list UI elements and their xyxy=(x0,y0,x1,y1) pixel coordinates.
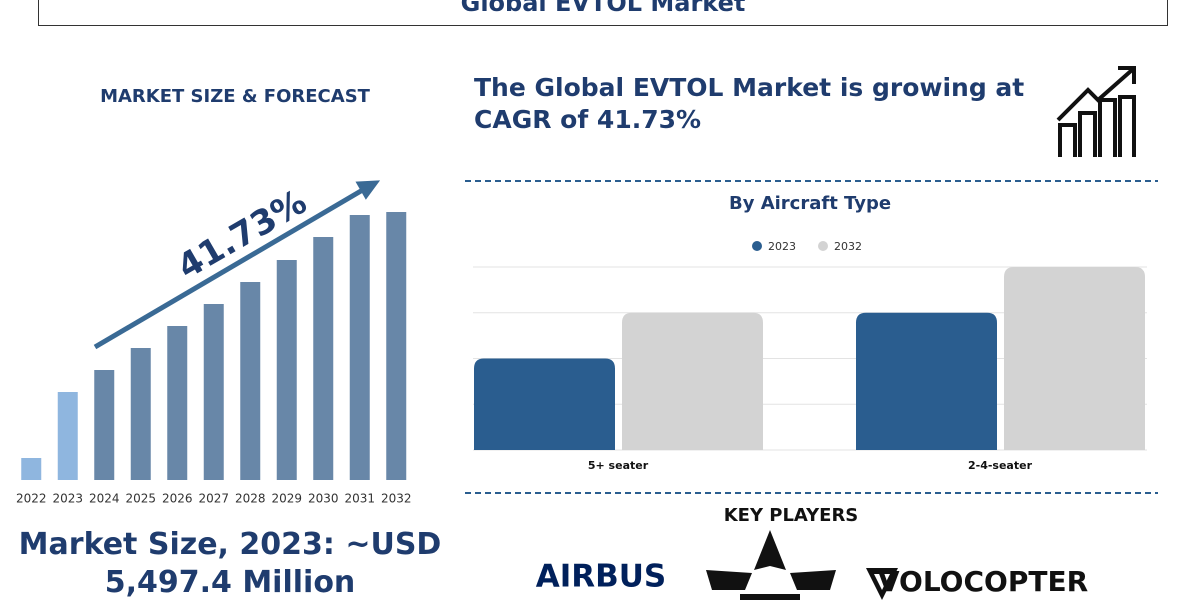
arrow-head xyxy=(355,180,381,200)
bar xyxy=(21,458,42,480)
bar xyxy=(622,312,763,450)
legend-marker xyxy=(818,241,828,251)
legend-label: 2023 xyxy=(768,240,796,253)
bar xyxy=(386,212,407,480)
bar xyxy=(167,326,188,480)
legend-marker xyxy=(752,241,762,251)
chart-title: MARKET SIZE & FORECAST xyxy=(100,86,370,107)
bar xyxy=(130,348,151,480)
bar xyxy=(349,215,370,480)
bar xyxy=(57,392,78,480)
bar xyxy=(313,237,334,480)
x-tick-label: 2030 xyxy=(308,492,339,506)
logo: VOLOCOPTER xyxy=(878,565,1088,598)
x-tick-label: 2025 xyxy=(125,492,156,506)
chart-title: By Aircraft Type xyxy=(729,193,891,214)
legend-label: 2032 xyxy=(834,240,862,253)
page-title: Global EVTOL Market xyxy=(38,0,1168,26)
bar xyxy=(1004,267,1145,450)
x-tick-label: 2-4-seater xyxy=(968,459,1033,472)
growth-icon xyxy=(1056,66,1136,157)
x-tick-label: 2026 xyxy=(162,492,193,506)
x-tick-label: 2031 xyxy=(344,492,375,506)
x-tick-label: 2023 xyxy=(52,492,83,506)
bar xyxy=(474,358,615,450)
bar xyxy=(856,312,997,450)
x-tick-label: 5+ seater xyxy=(588,459,649,472)
bar xyxy=(203,304,224,480)
bar xyxy=(276,260,297,480)
logo: AIRBUS xyxy=(536,559,667,595)
star-logo xyxy=(706,530,836,600)
market-size: Market Size, 2023: ~USD 5,497.4 Million xyxy=(18,527,442,600)
cagr-text: The Global EVTOL Market is growing at CA… xyxy=(474,73,1025,134)
x-tick-label: 2022 xyxy=(16,492,47,506)
x-tick-label: 2028 xyxy=(235,492,266,506)
x-tick-label: 2032 xyxy=(381,492,412,506)
bar xyxy=(240,282,261,480)
volocopter-icon xyxy=(866,568,898,600)
x-tick-label: 2029 xyxy=(271,492,302,506)
x-tick-label: 2027 xyxy=(198,492,229,506)
x-tick-label: 2024 xyxy=(89,492,120,506)
section-title: KEY PLAYERS xyxy=(724,505,859,526)
growth-arrow xyxy=(93,185,368,350)
bar xyxy=(94,370,115,480)
